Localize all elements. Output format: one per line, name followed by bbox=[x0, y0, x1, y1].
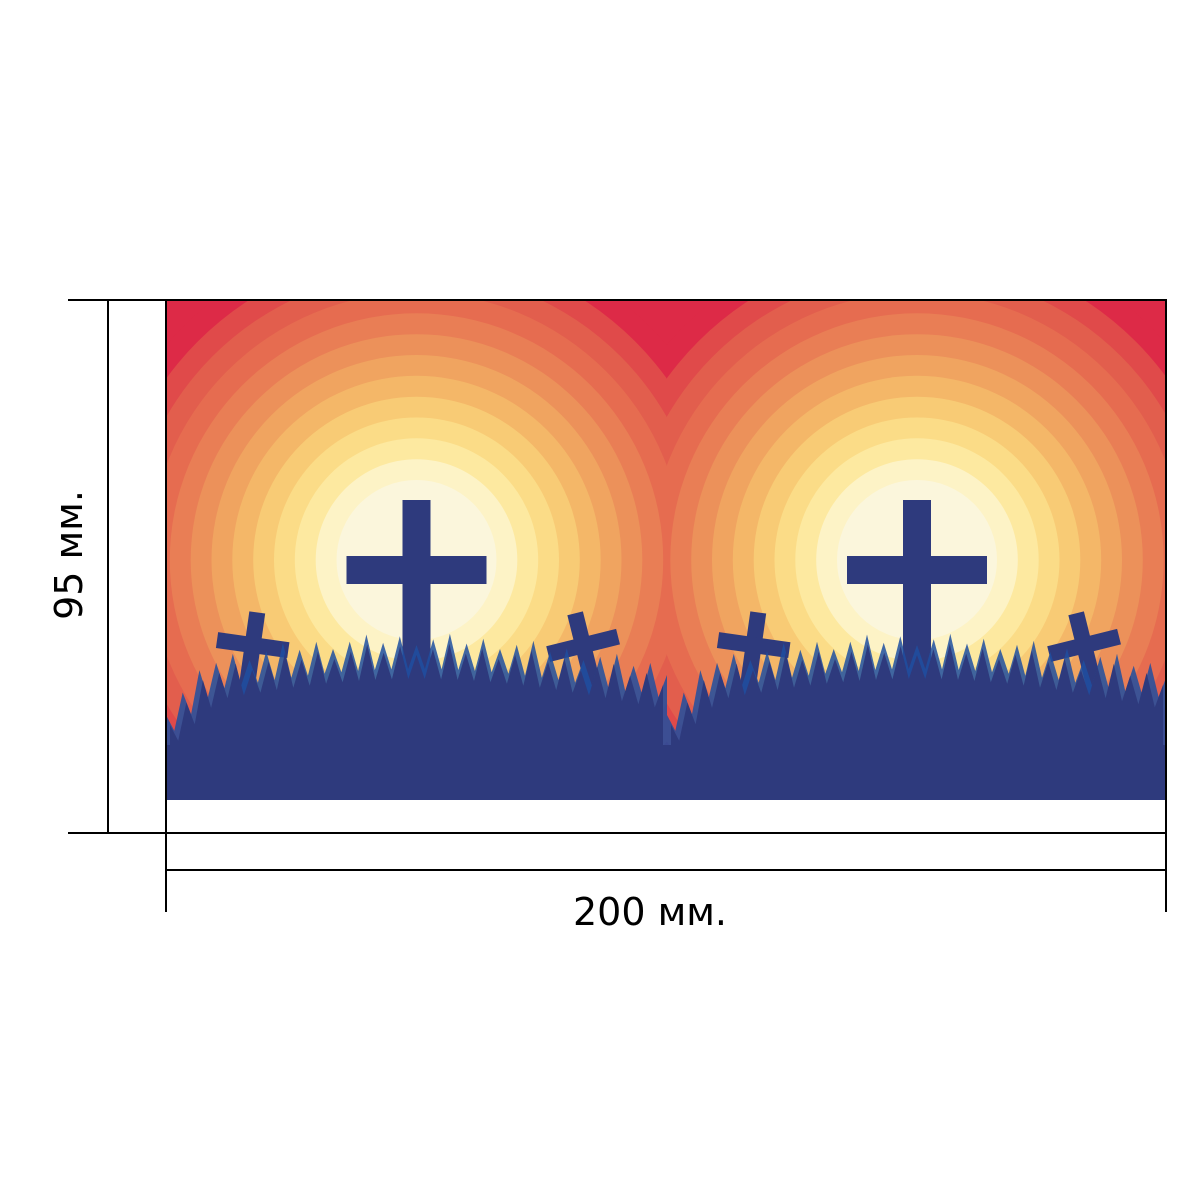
label-outline bbox=[165, 299, 1167, 834]
ground bbox=[166, 745, 667, 800]
height-dimension: 95 мм. bbox=[47, 299, 166, 834]
artwork-panel-right bbox=[667, 300, 1167, 800]
width-dimension: 200 мм. bbox=[165, 833, 1167, 934]
width-label: 200 мм. bbox=[573, 890, 727, 934]
artwork-strip bbox=[166, 300, 1167, 800]
ground bbox=[667, 745, 1167, 800]
artwork-panel-left bbox=[166, 300, 667, 800]
height-label: 95 мм. bbox=[47, 490, 91, 620]
